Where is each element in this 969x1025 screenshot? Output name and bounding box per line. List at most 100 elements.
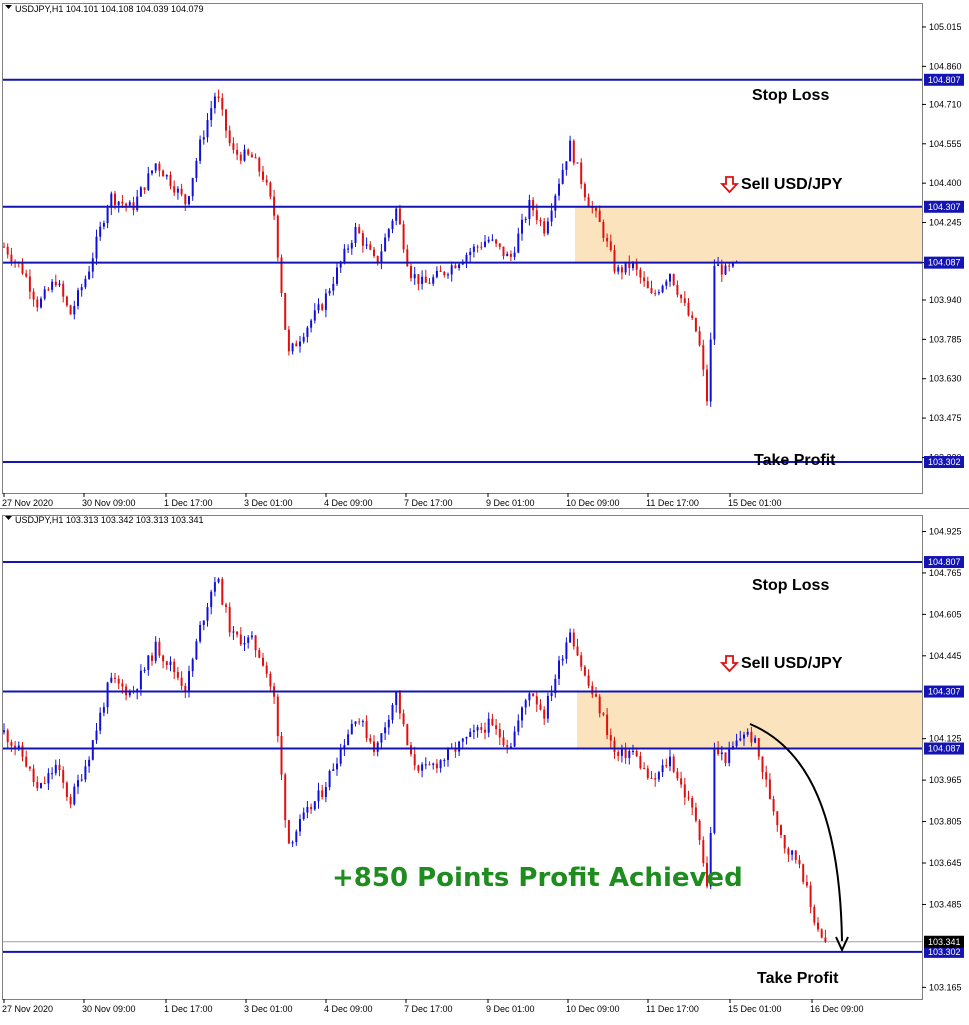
candle-body bbox=[69, 796, 72, 805]
candle bbox=[217, 89, 220, 103]
candle bbox=[402, 709, 405, 727]
candle bbox=[110, 191, 113, 216]
candle bbox=[543, 217, 546, 237]
candle-body bbox=[69, 305, 72, 315]
candle-body bbox=[247, 149, 250, 155]
candle bbox=[99, 221, 102, 241]
candle-body bbox=[413, 274, 416, 279]
candle-body bbox=[410, 266, 412, 279]
candle-body bbox=[80, 287, 83, 291]
candle bbox=[580, 158, 583, 189]
candle-body bbox=[247, 637, 250, 643]
price-chart-top: 105.015 104.860 104.710 104.555 104.400 104.2… bbox=[2, 3, 964, 508]
candle-body bbox=[36, 299, 39, 308]
candle bbox=[528, 194, 531, 226]
candle bbox=[672, 754, 675, 774]
candle bbox=[361, 719, 364, 727]
y-tick-label: 104.400 bbox=[929, 178, 962, 188]
candle bbox=[32, 288, 35, 307]
candle-body bbox=[102, 223, 105, 227]
candle bbox=[402, 220, 405, 253]
candle-body bbox=[476, 246, 479, 248]
candle bbox=[713, 259, 716, 345]
candle-body bbox=[587, 675, 590, 686]
candle-body bbox=[443, 760, 446, 762]
candle-body bbox=[506, 745, 509, 747]
candle-body bbox=[176, 672, 179, 678]
candle bbox=[787, 846, 790, 862]
candle-body bbox=[21, 263, 24, 274]
candle bbox=[40, 782, 42, 789]
candle-body bbox=[743, 734, 745, 739]
y-tick-label: 103.645 bbox=[929, 858, 962, 868]
candle-body bbox=[310, 320, 313, 328]
candle bbox=[569, 135, 572, 162]
candle bbox=[569, 628, 572, 643]
candle bbox=[165, 660, 168, 670]
candle-body bbox=[350, 723, 353, 735]
candle bbox=[376, 255, 379, 266]
x-tick-label: 16 Dec 09:00 bbox=[810, 1004, 864, 1014]
candle-body bbox=[639, 269, 642, 278]
candle bbox=[820, 928, 823, 939]
down-arrow-icon bbox=[719, 655, 740, 673]
candle bbox=[299, 335, 301, 353]
candle-body bbox=[324, 293, 327, 310]
candle bbox=[51, 279, 54, 293]
candle bbox=[387, 714, 390, 735]
candle bbox=[250, 152, 253, 158]
candle bbox=[280, 254, 283, 297]
candle-body bbox=[332, 283, 335, 291]
candle-body bbox=[236, 149, 239, 155]
candle-body bbox=[698, 820, 701, 841]
candle bbox=[95, 723, 98, 744]
candle bbox=[391, 703, 394, 724]
candle-body bbox=[54, 281, 57, 286]
candle-body bbox=[91, 258, 94, 272]
candle bbox=[502, 246, 505, 260]
candle bbox=[21, 742, 24, 762]
candle-body bbox=[262, 657, 264, 666]
candle-body bbox=[40, 783, 42, 789]
candle bbox=[199, 621, 202, 644]
candle-body bbox=[772, 799, 775, 812]
candle-body bbox=[776, 811, 779, 826]
candle bbox=[202, 130, 205, 145]
candle-body bbox=[336, 267, 338, 284]
candle-body bbox=[202, 620, 205, 625]
candle-body bbox=[106, 207, 109, 224]
candle bbox=[47, 768, 50, 790]
candle-body bbox=[180, 677, 183, 686]
candle-body bbox=[432, 763, 435, 765]
candle-body bbox=[687, 797, 690, 799]
candle bbox=[336, 262, 338, 286]
candle bbox=[683, 777, 686, 805]
candle-body bbox=[643, 277, 646, 282]
candle bbox=[395, 206, 398, 226]
candle-body bbox=[646, 768, 649, 778]
candle bbox=[43, 776, 46, 785]
candle bbox=[450, 261, 453, 282]
candle bbox=[95, 229, 98, 265]
candle-body bbox=[213, 96, 216, 109]
y-tick-label: 104.605 bbox=[929, 609, 962, 619]
candle bbox=[632, 744, 634, 755]
candle-body bbox=[580, 162, 583, 185]
candle-body bbox=[480, 727, 483, 730]
candle-body bbox=[735, 740, 738, 747]
y-tick-label: 103.165 bbox=[929, 982, 962, 992]
candle-body bbox=[472, 246, 475, 252]
candle-body bbox=[783, 835, 786, 849]
candle-body bbox=[162, 655, 165, 662]
candle-body bbox=[206, 607, 209, 621]
candle bbox=[480, 722, 483, 734]
candle bbox=[765, 765, 768, 788]
candle bbox=[535, 690, 538, 713]
candle bbox=[254, 634, 257, 658]
candle bbox=[391, 218, 394, 234]
candle bbox=[665, 279, 668, 290]
candle-body bbox=[43, 783, 46, 785]
y-tick-label: 104.555 bbox=[929, 139, 962, 149]
candle-body bbox=[702, 345, 705, 370]
candle-body bbox=[88, 271, 91, 279]
